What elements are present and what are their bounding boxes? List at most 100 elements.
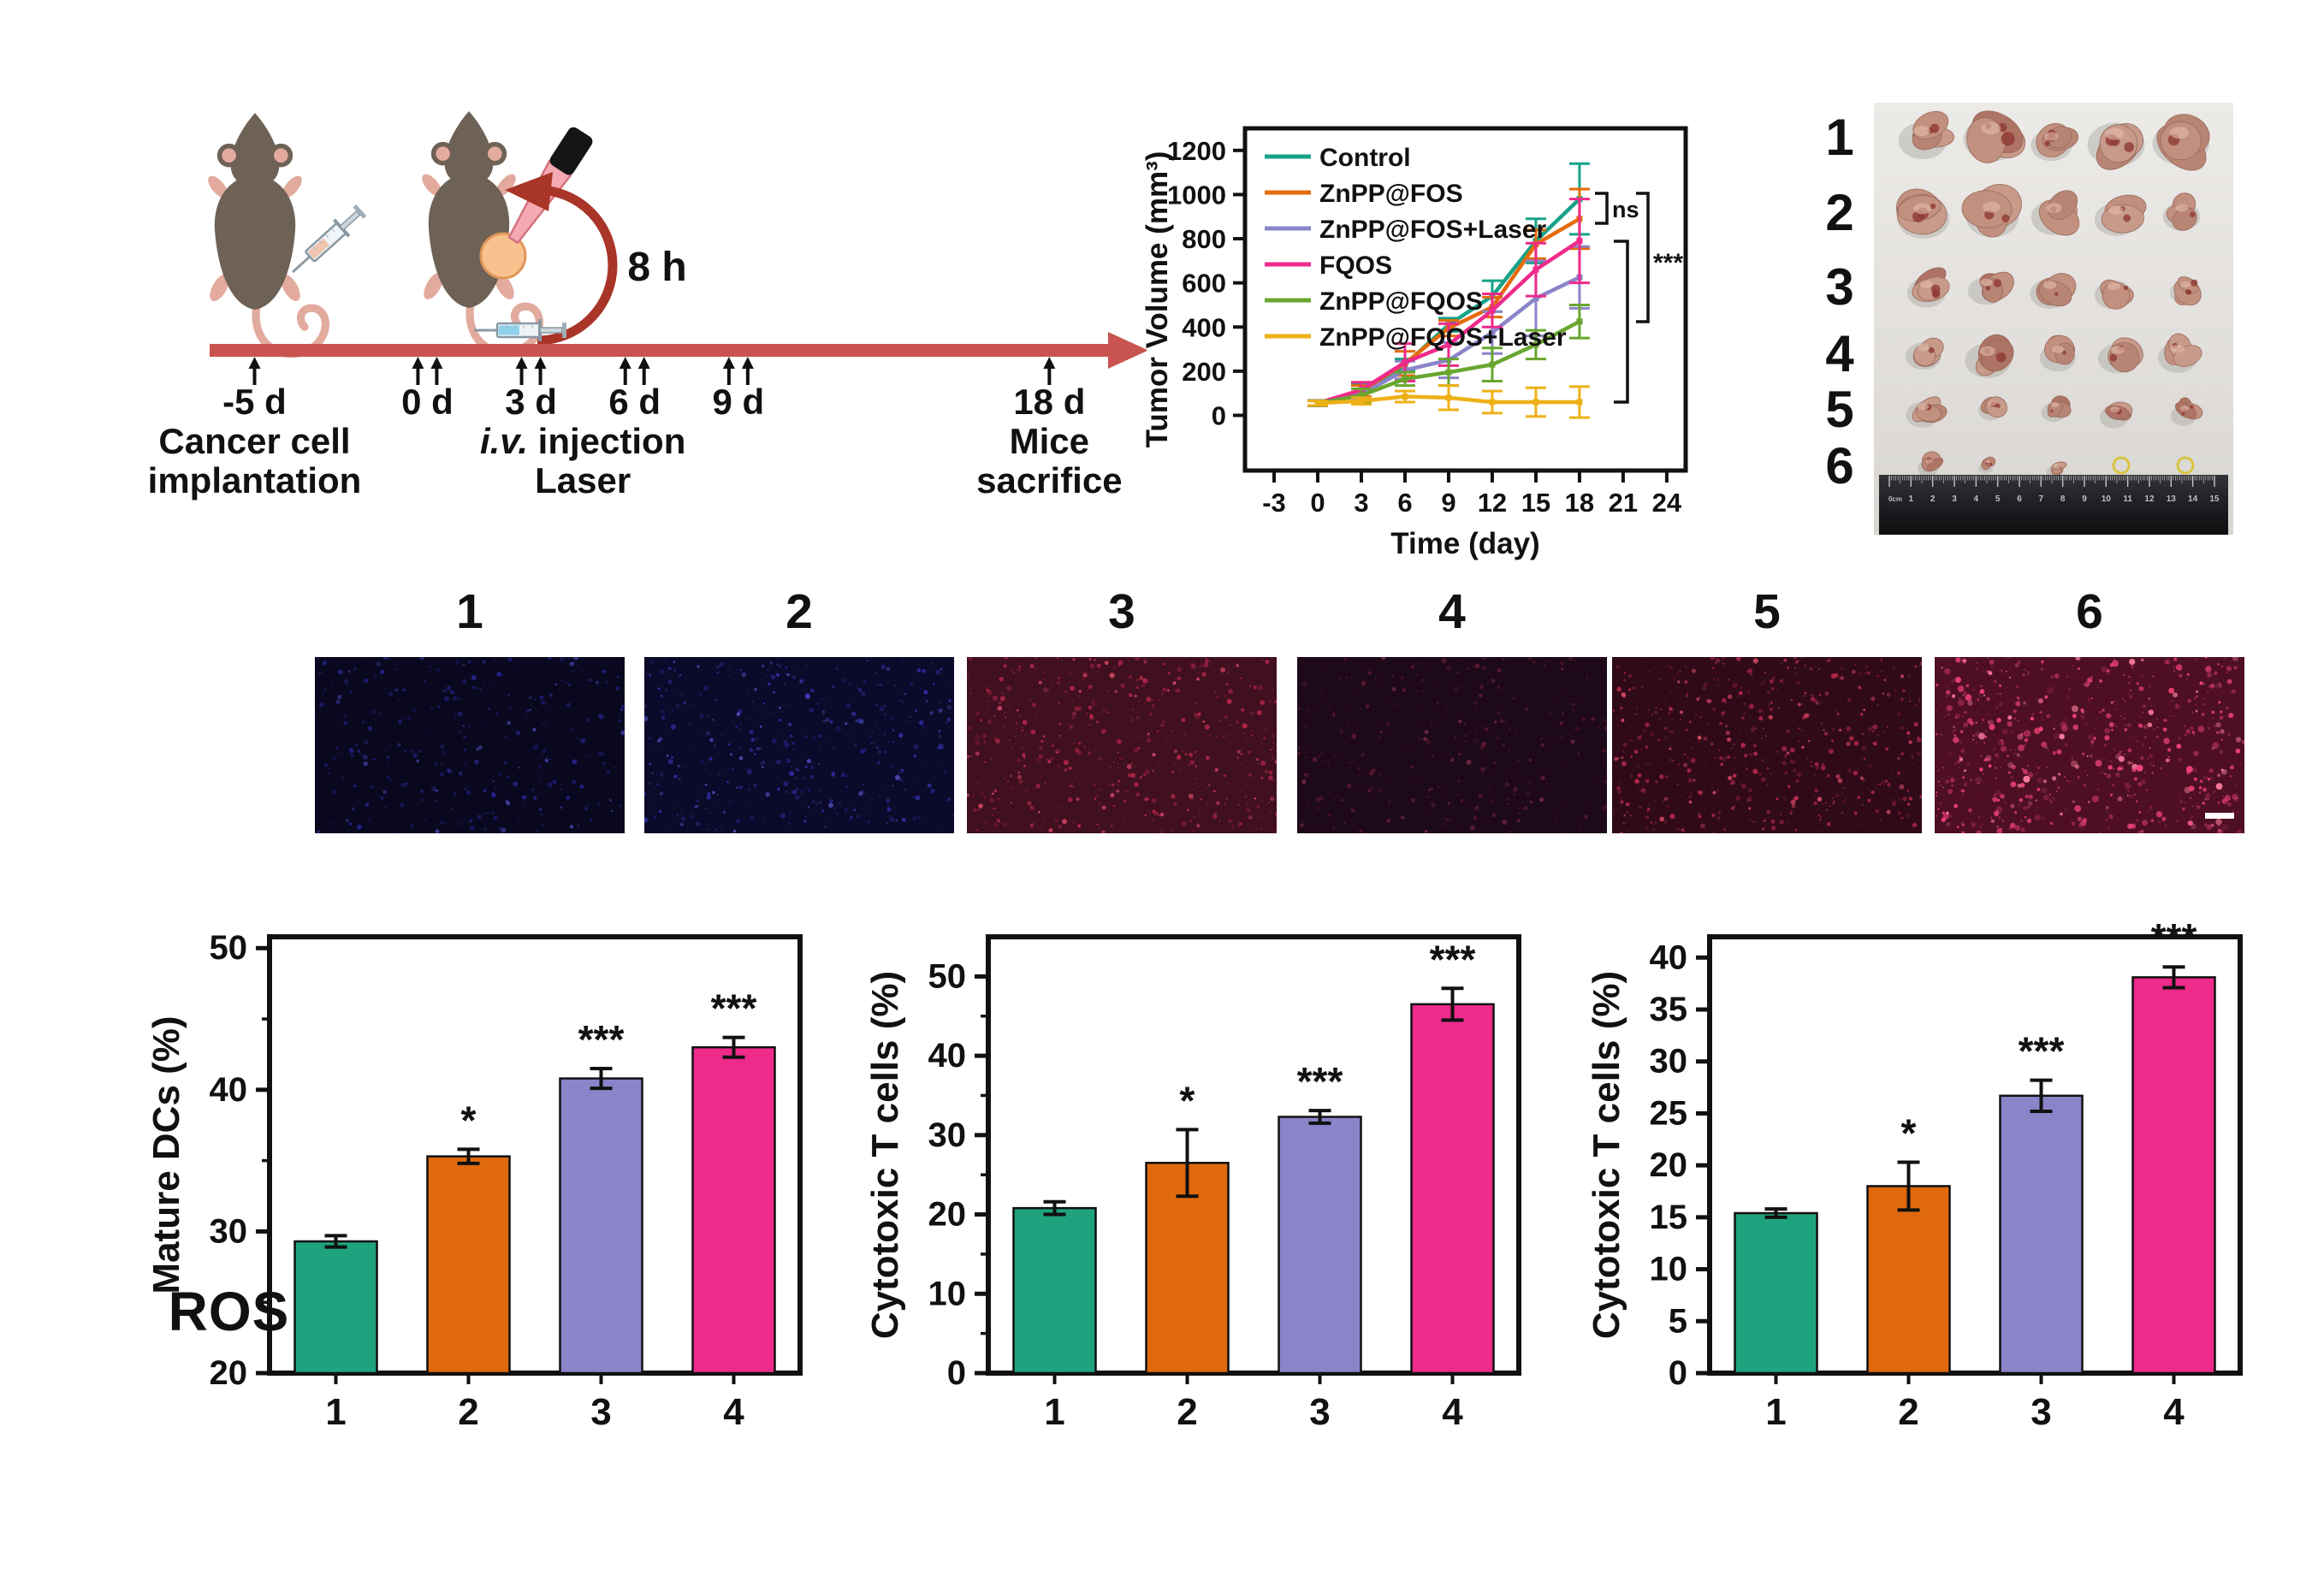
y-tick-label: 40 (928, 1037, 967, 1075)
ros-panel-1 (314, 654, 625, 834)
x-tick-label: 12 (1478, 488, 1507, 518)
error-bar (590, 1066, 613, 1091)
laser-duration-label: 8 h (627, 245, 686, 290)
timeline-arrowhead (1108, 332, 1148, 369)
ros-micrograph (1935, 655, 2247, 836)
ros-panel-label: 6 (2076, 584, 2103, 639)
significance-label: * (1901, 1111, 1917, 1156)
bar (293, 1240, 378, 1375)
data-marker (1533, 341, 1539, 348)
legend-item: FQOS (1265, 252, 1392, 280)
ruler-number: 9 (2082, 494, 2087, 504)
bar (1999, 1094, 2084, 1375)
data-marker (1489, 399, 1496, 406)
x-tick-label: 18 (1565, 488, 1594, 518)
tumor-specimen (2169, 276, 2202, 306)
tumor-specimen (2094, 194, 2147, 236)
category-label: 2 (1177, 1391, 1197, 1433)
ros-panel-label: 2 (786, 584, 813, 639)
category-label: 3 (2031, 1391, 2051, 1433)
error-bar (324, 1234, 347, 1249)
bar (1145, 1162, 1230, 1375)
mouse-front-paw (282, 175, 302, 198)
y-tick-label: 50 (928, 957, 967, 995)
data-marker (1489, 329, 1496, 336)
data-marker (1314, 400, 1321, 406)
data-marker (1445, 341, 1452, 348)
data-marker (1445, 369, 1452, 376)
ros-panel-4 (1297, 655, 1609, 834)
legend-item: ZnPP@FOS+Laser (1265, 216, 1546, 244)
ruler-number: 0cm (1888, 495, 1902, 503)
significance-label: *** (2151, 915, 2197, 960)
legend-item: ZnPP@FOS (1265, 180, 1463, 208)
data-marker (1576, 318, 1583, 325)
sig-label-ns: ns (1612, 197, 1639, 222)
data-marker (1402, 376, 1408, 382)
excised-tumors-photo-svg: 0cm 1 2 3 4 5 6 7 8 9 10 11 12 13 14 15 (1874, 103, 2233, 535)
y-tick-label: 35 (1650, 991, 1688, 1028)
mouse-front-paw (422, 174, 442, 197)
photo-row-label: 2 (1825, 184, 1854, 241)
laser-head (549, 127, 593, 175)
significance-label: *** (711, 986, 757, 1031)
bar (426, 1155, 511, 1375)
sig-bracket (1614, 240, 1629, 404)
category-label: 3 (590, 1391, 611, 1433)
bar (1410, 1003, 1495, 1375)
tumor-specimen (1906, 267, 1950, 308)
ruler-number: 14 (2188, 494, 2198, 504)
mouse-head (230, 113, 280, 187)
timeline-marker (741, 357, 754, 385)
legend-label: ZnPP@FQOS+Laser (1319, 323, 1567, 352)
tumor-specimen (2039, 335, 2076, 372)
sig-bracket (1595, 192, 1609, 225)
error-bar (2030, 1078, 2053, 1113)
y-tick-label: 20 (210, 1354, 248, 1392)
bar (1866, 1185, 1951, 1375)
ros-panel-label: 5 (1753, 584, 1781, 639)
category-label: 3 (1309, 1391, 1330, 1433)
timeline-marker (412, 357, 424, 385)
timeline-marker (430, 357, 443, 385)
x-tick-label: 9 (1441, 488, 1455, 518)
bar (2131, 976, 2216, 1375)
ros-micrograph (314, 654, 625, 834)
plot-frame (1242, 126, 1688, 473)
mouse-body (214, 174, 296, 310)
data-marker (1402, 394, 1408, 400)
data-marker (1489, 307, 1496, 314)
y-tick-label: 30 (210, 1212, 248, 1250)
photo-row-label: 6 (1825, 437, 1854, 494)
category-label: 2 (458, 1391, 478, 1433)
ros-panel-2 (642, 656, 955, 833)
timeline-caption: Cancer cell (158, 421, 350, 461)
category-label: 1 (1765, 1391, 1786, 1433)
ros-micrograph (642, 656, 955, 833)
error-bar (722, 1035, 745, 1059)
y-tick-label: 25 (1650, 1094, 1688, 1132)
y-tick-label: 10 (1650, 1251, 1688, 1288)
x-tick-label: -3 (1262, 488, 1286, 518)
tumor-specimen (2046, 461, 2067, 478)
duration-arrow-icon (537, 185, 618, 346)
tumor-specimen (2170, 397, 2203, 426)
y-tick-label: 15 (1650, 1199, 1688, 1236)
plot-frame (1707, 934, 2243, 1376)
timeline-caption: sacrifice (976, 460, 1122, 500)
bar (1734, 1211, 1818, 1375)
tumor-specimen (1896, 188, 1950, 240)
tumor-specimen (2031, 190, 2080, 236)
ruler-number: 12 (2144, 494, 2155, 504)
x-tick-label: 15 (1521, 488, 1550, 518)
tumor-specimen (2041, 395, 2072, 423)
laser-schedule-label: Laser (535, 460, 631, 500)
tumor-specimen (2031, 122, 2079, 162)
tumor-specimen (1917, 451, 1944, 477)
photo-row-label: 5 (1825, 381, 1854, 438)
sig-bracket (1636, 192, 1650, 323)
bar (691, 1045, 776, 1375)
ruler-number: 11 (2123, 494, 2132, 504)
timeline-marker (637, 357, 650, 385)
timeline-caption: Mice (1010, 421, 1089, 461)
